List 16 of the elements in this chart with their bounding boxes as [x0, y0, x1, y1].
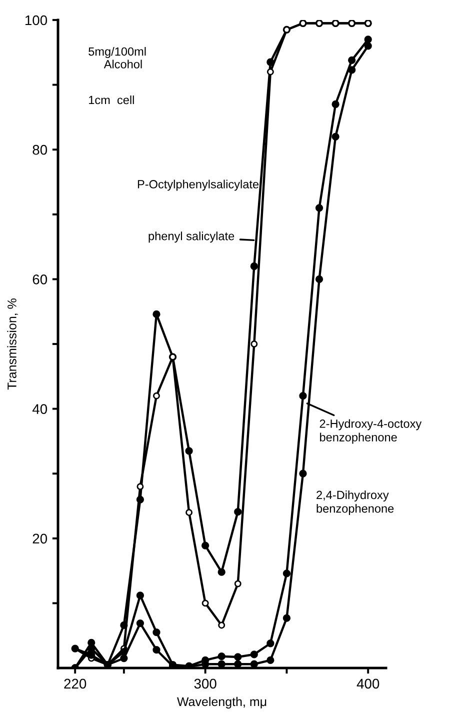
- series-label: P-Octylphenylsalicylate: [138, 180, 259, 191]
- y-tick-label: 20: [32, 534, 48, 544]
- annotation: 1cm cell: [89, 96, 134, 104]
- series-label: 2-Hydroxy-4-octoxy benzophenone: [320, 419, 422, 444]
- y-axis-title: Transmission, %: [7, 298, 18, 390]
- y-tick-label: 100: [25, 15, 48, 26]
- annotation: 5mg/100ml Alcohol: [88, 47, 146, 68]
- series-label: 2,4-Dihydroxy benzophenone: [316, 490, 394, 516]
- y-tick-label: 40: [32, 404, 48, 414]
- y-tick-label: 80: [32, 144, 48, 155]
- y-tick-label: 60: [32, 274, 48, 284]
- x-tick-label: 220: [64, 678, 86, 689]
- legend-label: phenyl salicylate: [148, 232, 234, 243]
- x-axis-title: Wavelength, mμ: [177, 696, 266, 709]
- x-tick-label: 400: [356, 678, 380, 689]
- x-tick-label: 300: [194, 678, 216, 689]
